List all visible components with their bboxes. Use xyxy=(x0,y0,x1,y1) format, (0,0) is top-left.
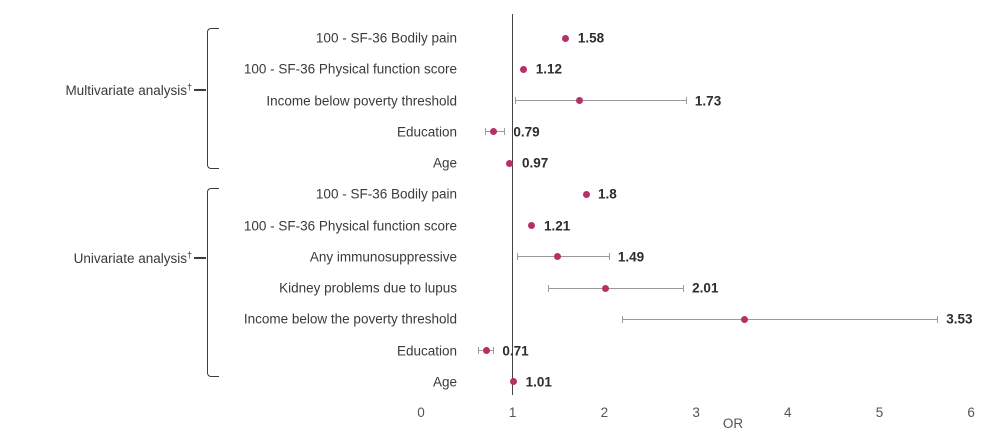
data-point-dot xyxy=(741,315,749,323)
data-point-dot xyxy=(482,347,490,355)
row-label: 100 - SF-36 Bodily pain xyxy=(315,30,457,46)
ci-cap-left xyxy=(515,97,517,105)
group-label-dash xyxy=(194,257,206,259)
odds-ratio-value: 0.79 xyxy=(513,124,540,140)
ci-cap-right xyxy=(608,253,610,261)
data-point-dot xyxy=(582,190,590,198)
odds-ratio-value: 3.53 xyxy=(946,311,973,327)
data-point-dot xyxy=(528,222,536,230)
row-label: Kidney problems due to lupus xyxy=(279,280,457,296)
odds-ratio-value: 0.97 xyxy=(521,155,549,171)
odds-ratio-value: 1.21 xyxy=(543,218,571,234)
row-label: Income below the poverty threshold xyxy=(243,311,457,327)
x-tick-label: 6 xyxy=(967,405,975,420)
group-label-dash xyxy=(194,89,206,91)
ci-whisker xyxy=(517,256,610,258)
ci-cap-left xyxy=(485,128,487,136)
ci-cap-right xyxy=(937,315,939,323)
odds-ratio-value: 0.71 xyxy=(502,343,529,359)
ci-whisker xyxy=(515,100,687,102)
odds-ratio-value: 1.8 xyxy=(598,186,617,202)
row-label: Age xyxy=(432,155,457,171)
data-point-dot xyxy=(489,128,497,136)
x-tick-label: 1 xyxy=(508,405,517,420)
data-point-dot xyxy=(520,65,528,73)
row-label: Age xyxy=(432,374,457,390)
ci-cap-right xyxy=(493,347,495,355)
row-label: Education xyxy=(396,343,457,359)
ci-cap-left xyxy=(548,284,550,292)
data-point-dot xyxy=(601,284,609,292)
ci-cap-right xyxy=(685,97,687,105)
row-label: 100 - SF-36 Bodily pain xyxy=(315,186,457,202)
odds-ratio-value: 2.01 xyxy=(692,280,719,296)
data-point-dot xyxy=(554,253,562,261)
group-label-dagger: † xyxy=(186,250,192,260)
group-label: Univariate analysis† xyxy=(74,250,192,266)
group-label-text: Multivariate analysis xyxy=(65,83,187,98)
odds-ratio-value: 1.01 xyxy=(525,374,552,390)
data-point-dot xyxy=(506,159,514,167)
group-label: Multivariate analysis† xyxy=(65,82,192,98)
ci-cap-right xyxy=(683,284,685,292)
group-label-dagger: † xyxy=(186,82,192,92)
data-point-dot xyxy=(510,378,518,386)
x-tick-label: 5 xyxy=(875,405,884,420)
ci-whisker xyxy=(621,318,939,320)
reference-line xyxy=(512,14,514,395)
row-label: Any immunosuppressive xyxy=(309,249,457,265)
ci-cap-left xyxy=(517,253,519,261)
x-tick-label: 3 xyxy=(692,405,700,420)
ci-cap-right xyxy=(504,128,506,136)
ci-whisker xyxy=(548,287,685,289)
row-label: Education xyxy=(396,124,457,140)
odds-ratio-value: 1.58 xyxy=(577,30,605,46)
group-bracket xyxy=(207,188,219,377)
row-label: 100 - SF-36 Physical function score xyxy=(243,61,457,77)
group-label-text: Univariate analysis xyxy=(73,251,187,266)
row-label: Income below poverty threshold xyxy=(266,93,457,109)
data-point-dot xyxy=(576,97,584,105)
ci-cap-left xyxy=(477,347,479,355)
data-point-dot xyxy=(562,34,570,42)
group-bracket xyxy=(207,28,219,169)
x-tick-label: 2 xyxy=(600,405,609,420)
odds-ratio-value: 1.73 xyxy=(694,93,722,109)
row-label: 100 - SF-36 Physical function score xyxy=(243,218,457,234)
ci-cap-left xyxy=(621,315,623,323)
x-tick-label: 0 xyxy=(417,405,425,420)
x-tick-label: 4 xyxy=(784,405,792,420)
odds-ratio-value: 1.12 xyxy=(535,61,562,77)
x-axis-label: OR xyxy=(722,416,744,431)
odds-ratio-value: 1.49 xyxy=(617,249,645,265)
